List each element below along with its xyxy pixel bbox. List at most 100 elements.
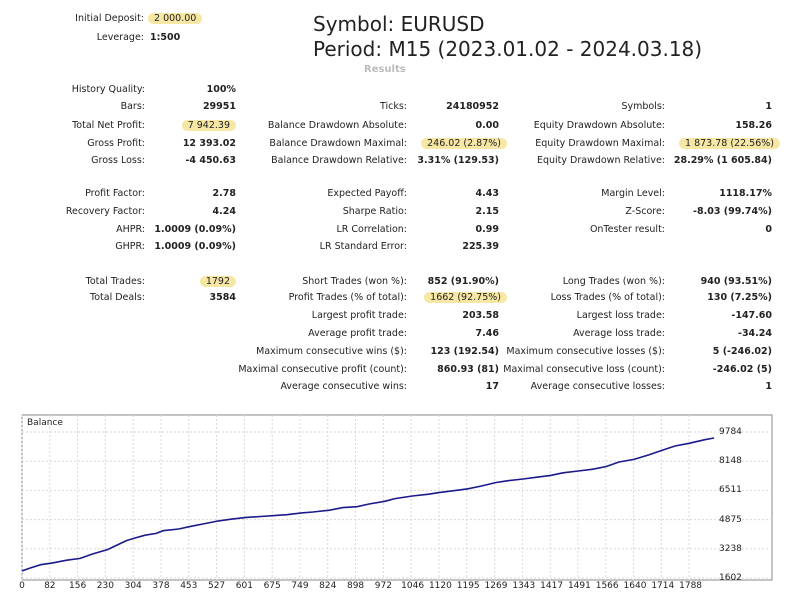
expected-payoff-label: Expected Payoff: xyxy=(327,188,407,199)
chart-title: Balance xyxy=(27,418,63,428)
lr-std-error-label: LR Standard Error: xyxy=(319,241,407,252)
initial-deposit-value: 2 000.00 xyxy=(148,13,203,25)
x-tick-label: 601 xyxy=(235,581,253,591)
x-tick-label: 0 xyxy=(19,581,25,591)
x-tick-label: 1046 xyxy=(401,581,425,591)
loss-trades-value: 130 (7.25%) xyxy=(707,292,772,303)
x-tick-label: 1566 xyxy=(595,581,619,591)
symbol-heading: Symbol: EURUSD xyxy=(313,12,485,36)
total-net-profit-label: Total Net Profit: xyxy=(72,120,145,131)
x-tick-label: 1269 xyxy=(484,581,508,591)
bars-label: Bars: xyxy=(120,101,145,112)
lr-correlation-label: LR Correlation: xyxy=(336,224,408,235)
ticks-value: 24180952 xyxy=(446,101,499,112)
profit-factor-label: Profit Factor: xyxy=(85,188,145,199)
total-net-profit-value: 7 942.39 xyxy=(150,120,236,132)
total-deals-label: Total Deals: xyxy=(90,292,145,303)
gross-loss-label: Gross Loss: xyxy=(91,155,145,166)
balance-dd-max-value: 246.02 (2.87%) xyxy=(410,138,507,150)
lr-std-error-value: 225.39 xyxy=(462,241,499,252)
expected-payoff-value: 4.43 xyxy=(475,188,499,199)
maximal-consec-loss-value: -246.02 (5) xyxy=(712,364,772,375)
y-tick-label: 1602 xyxy=(719,573,742,583)
largest-loss-label: Largest loss trade: xyxy=(576,310,665,321)
balance-series-line xyxy=(21,437,715,572)
lr-correlation-value: 0.99 xyxy=(475,224,499,235)
gross-profit-label: Gross Profit: xyxy=(87,138,145,149)
loss-trades-label: Loss Trades (% of total): xyxy=(550,292,665,303)
margin-level-label: Margin Level: xyxy=(601,188,665,199)
ahpr-label: AHPR: xyxy=(116,224,145,235)
equity-dd-max-value: 1 873.78 (22.56%) xyxy=(670,138,780,150)
results-heading: Results xyxy=(364,64,406,75)
balance-dd-max-label: Balance Drawdown Maximal: xyxy=(269,138,407,149)
max-consec-losses-value: 5 (-246.02) xyxy=(712,346,772,357)
x-tick-label: 82 xyxy=(44,581,56,591)
equity-dd-rel-label: Equity Drawdown Relative: xyxy=(536,155,665,166)
x-tick-label: 304 xyxy=(124,581,142,591)
x-tick-label: 1788 xyxy=(679,581,703,591)
recovery-factor-value: 4.24 xyxy=(212,206,236,217)
ahpr-value: 1.0009 (0.09%) xyxy=(154,224,236,235)
profit-factor-value: 2.78 xyxy=(212,188,236,199)
x-tick-label: 1343 xyxy=(512,581,536,591)
y-tick-label: 8148 xyxy=(719,456,742,467)
largest-loss-value: -147.60 xyxy=(731,310,772,321)
short-trades-value: 852 (91.90%) xyxy=(427,276,499,287)
long-trades-value: 940 (93.51%) xyxy=(700,276,772,287)
profit-trades-label: Profit Trades (% of total): xyxy=(288,292,407,303)
avg-consec-wins-value: 17 xyxy=(485,381,499,392)
bars-value: 29951 xyxy=(202,101,236,112)
z-score-label: Z-Score: xyxy=(625,206,665,217)
x-tick-label: 749 xyxy=(291,581,309,591)
balance-dd-rel-value: 3.31% (129.53) xyxy=(417,155,499,166)
x-tick-label: 1417 xyxy=(540,581,564,591)
maximal-consec-profit-value: 860.93 (81) xyxy=(437,364,499,375)
largest-profit-label: Largest profit trade: xyxy=(311,310,407,321)
max-consec-losses-label: Maximum consecutive losses ($): xyxy=(506,346,665,357)
equity-dd-abs-label: Equity Drawdown Absolute: xyxy=(533,120,665,131)
average-profit-value: 7.46 xyxy=(475,328,499,339)
average-loss-value: -34.24 xyxy=(738,328,772,339)
equity-dd-abs-value: 158.26 xyxy=(735,120,772,131)
x-tick-label: 1195 xyxy=(456,581,480,591)
gross-loss-value: -4 450.63 xyxy=(185,155,236,166)
x-tick-label: 1714 xyxy=(651,581,675,591)
ontester-label: OnTester result: xyxy=(589,224,665,235)
symbols-label: Symbols: xyxy=(621,101,665,112)
x-tick-label: 156 xyxy=(69,581,87,591)
average-profit-label: Average profit trade: xyxy=(308,328,407,339)
y-tick-label: 6511 xyxy=(719,485,742,496)
avg-consec-wins-label: Average consecutive wins: xyxy=(280,381,407,392)
short-trades-label: Short Trades (won %): xyxy=(302,276,407,287)
avg-consec-losses-value: 1 xyxy=(765,381,772,392)
max-consec-wins-label: Maximum consecutive wins ($): xyxy=(256,346,407,357)
sharpe-ratio-value: 2.15 xyxy=(475,206,499,217)
z-score-value: -8.03 (99.74%) xyxy=(693,206,772,217)
x-tick-label: 898 xyxy=(346,581,365,591)
profit-trades-value: 1662 (92.75%) xyxy=(410,292,507,304)
equity-dd-max-label: Equity Drawdown Maximal: xyxy=(535,138,665,149)
y-tick-label: 3238 xyxy=(719,543,742,554)
maximal-consec-loss-label: Maximal consecutive loss (count): xyxy=(503,364,665,375)
leverage-value: 1:500 xyxy=(150,32,181,43)
x-tick-label: 675 xyxy=(263,581,281,591)
x-tick-label: 378 xyxy=(152,581,170,591)
leverage-label: Leverage: xyxy=(96,32,144,43)
x-tick-label: 972 xyxy=(374,581,392,591)
total-trades-label: Total Trades: xyxy=(85,276,145,287)
total-trades-value: 1792 xyxy=(150,276,236,288)
y-tick-label: 9784 xyxy=(719,427,742,437)
ontester-value: 0 xyxy=(765,224,772,235)
long-trades-label: Long Trades (won %): xyxy=(562,276,665,287)
gross-profit-value: 12 393.02 xyxy=(182,138,236,149)
x-tick-label: 527 xyxy=(207,581,226,591)
sharpe-ratio-label: Sharpe Ratio: xyxy=(342,206,407,217)
balance-dd-rel-label: Balance Drawdown Relative: xyxy=(271,155,407,166)
x-tick-label: 1120 xyxy=(428,581,452,591)
x-tick-label: 824 xyxy=(319,581,337,591)
largest-profit-value: 203.58 xyxy=(462,310,499,321)
max-consec-wins-value: 123 (192.54) xyxy=(430,346,499,357)
ghpr-value: 1.0009 (0.09%) xyxy=(154,241,236,252)
balance-dd-abs-label: Balance Drawdown Absolute: xyxy=(267,120,407,131)
